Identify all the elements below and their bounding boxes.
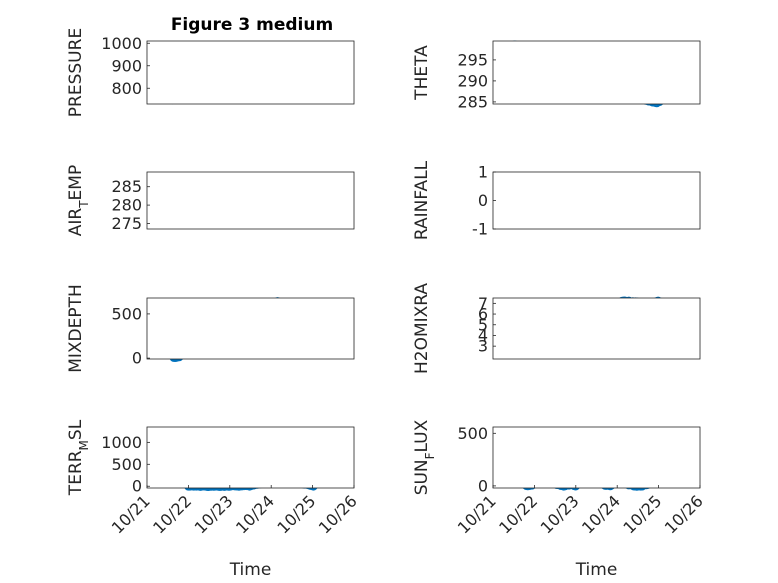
y-tick-label: 1: [478, 163, 488, 182]
y-tick-label: 7: [478, 294, 488, 313]
y-tick-label: 285: [457, 92, 488, 111]
x-tick-label: 10/21: [108, 491, 154, 537]
x-tick-label: 10/24: [578, 491, 624, 537]
axes-box: [492, 297, 701, 360]
axes-box: [146, 40, 355, 105]
y-tick-label: 1000: [101, 433, 142, 452]
y-axis-label: AIRTEMP: [66, 165, 91, 236]
y-tick-label: 280: [111, 196, 142, 215]
y-tick-label: 5: [478, 315, 488, 334]
axes-box: [146, 297, 355, 360]
y-axis-label: SUNFLUX: [412, 419, 437, 495]
x-tick-label: 10/22: [495, 491, 541, 537]
x-tick-label: 10/26: [315, 491, 361, 537]
y-tick-label: 0: [478, 191, 488, 210]
subplot-pressure: 800 900 1000 PRESSURE: [66, 28, 355, 117]
subplot-theta: 285 290 295 THETA: [412, 40, 701, 111]
y-axis-label: RAINFALL: [412, 160, 432, 240]
y-tick-label: 290: [457, 71, 488, 90]
x-tick-label: 10/24: [232, 491, 278, 537]
y-tick-label: 900: [111, 56, 142, 75]
y-axis-label: PRESSURE: [66, 28, 86, 117]
x-tick-label: 10/26: [661, 491, 707, 537]
x-axis-label: Time: [229, 560, 272, 580]
axes-box: [146, 426, 355, 489]
y-tick-label: 3: [478, 337, 488, 356]
subplot-mixdepth: 0 500 MIXDEPTH: [66, 284, 355, 373]
x-tick-label: 10/25: [273, 491, 319, 537]
x-tick-label: 10/22: [149, 491, 195, 537]
x-tick-label: 10/23: [537, 491, 583, 537]
axes-box: [492, 171, 701, 230]
y-tick-label: 800: [111, 79, 142, 98]
figure-title: Figure 3 medium: [171, 15, 333, 35]
y-tick-label: 500: [457, 424, 488, 443]
y-tick-label: 0: [478, 476, 488, 495]
y-tick-label: 0: [132, 349, 142, 368]
y-tick-label: 500: [111, 455, 142, 474]
axes-box: [492, 40, 701, 105]
y-tick-label: 6: [478, 305, 488, 324]
x-tick-label: 10/23: [191, 491, 237, 537]
axes-box: [146, 171, 355, 230]
axes-box: [492, 426, 701, 489]
subplot-rainfall: -1 0 1 RAINFALL: [412, 160, 701, 240]
y-tick-label: -1: [472, 220, 488, 239]
x-axis-label: Time: [575, 560, 618, 580]
y-tick-label: 285: [111, 177, 142, 196]
y-axis-label: TERRMSL: [66, 419, 91, 496]
y-axis-label: H2OMIXRA: [412, 283, 432, 374]
x-tick-label: 10/25: [619, 491, 665, 537]
y-tick-label: 1000: [101, 34, 142, 53]
y-axis-label: MIXDEPTH: [66, 284, 86, 373]
y-tick-label: 0: [132, 477, 142, 496]
y-tick-label: 295: [457, 50, 488, 69]
x-tick-label: 10/21: [454, 491, 500, 537]
y-tick-label: 4: [478, 326, 488, 345]
y-axis-label: THETA: [412, 45, 432, 101]
y-tick-label: 275: [111, 214, 142, 233]
y-tick-label: 500: [111, 304, 142, 323]
